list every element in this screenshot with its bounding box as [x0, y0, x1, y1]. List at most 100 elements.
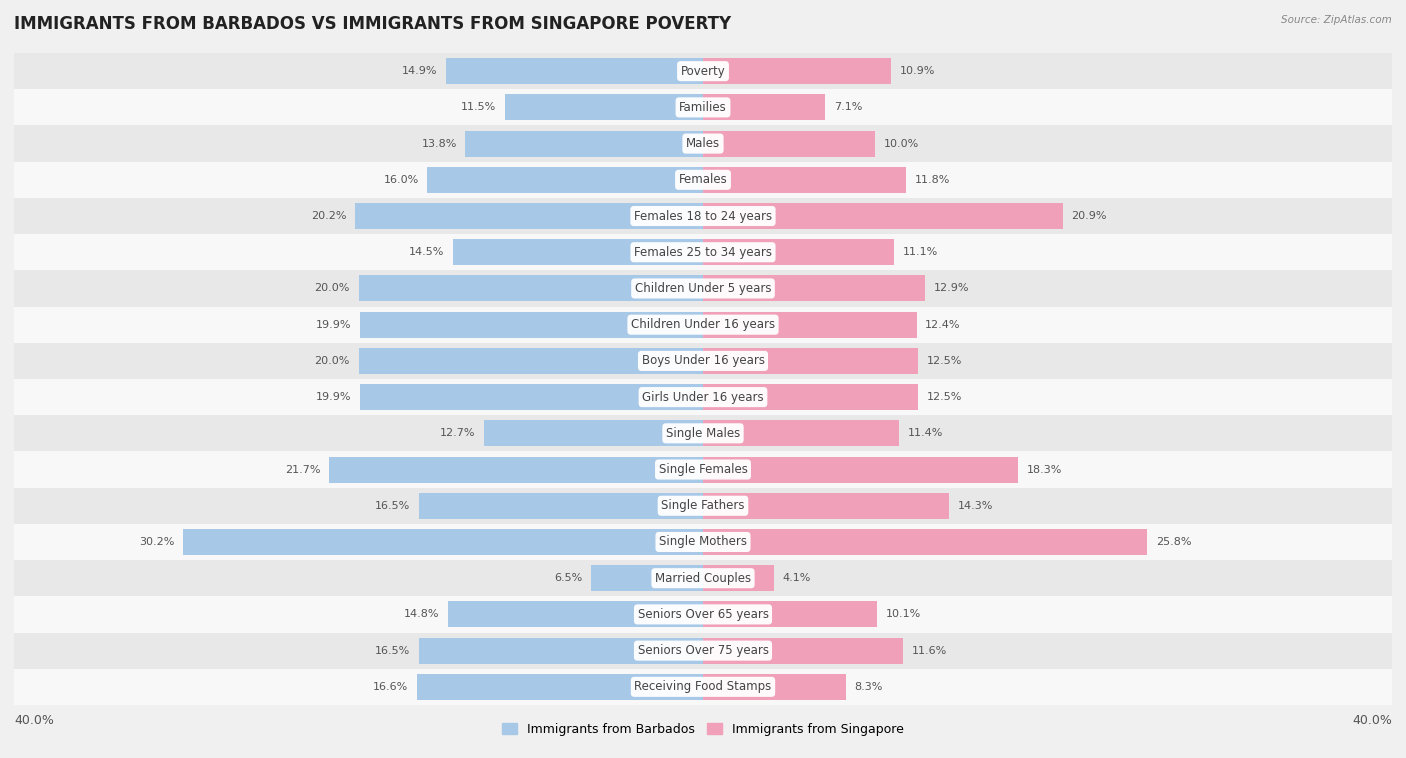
Text: Children Under 5 years: Children Under 5 years — [634, 282, 772, 295]
Text: 12.4%: 12.4% — [925, 320, 960, 330]
Bar — [14, 379, 1392, 415]
Text: 7.1%: 7.1% — [834, 102, 862, 112]
Text: Females 18 to 24 years: Females 18 to 24 years — [634, 209, 772, 223]
Text: 20.2%: 20.2% — [311, 211, 346, 221]
Bar — [14, 306, 1392, 343]
Text: Single Fathers: Single Fathers — [661, 500, 745, 512]
Bar — [453, 240, 703, 265]
Text: 20.0%: 20.0% — [315, 356, 350, 366]
Bar — [419, 637, 703, 664]
Text: Single Mothers: Single Mothers — [659, 535, 747, 549]
Bar — [14, 487, 1392, 524]
Text: 11.5%: 11.5% — [461, 102, 496, 112]
Text: Seniors Over 75 years: Seniors Over 75 years — [637, 644, 769, 657]
Text: Receiving Food Stamps: Receiving Food Stamps — [634, 681, 772, 694]
Text: 10.9%: 10.9% — [900, 66, 935, 76]
Text: 11.1%: 11.1% — [903, 247, 938, 257]
Text: Source: ZipAtlas.com: Source: ZipAtlas.com — [1281, 15, 1392, 25]
Text: 10.1%: 10.1% — [886, 609, 921, 619]
Bar — [703, 529, 1147, 555]
Text: 6.5%: 6.5% — [554, 573, 582, 583]
Bar — [359, 348, 703, 374]
Bar — [14, 452, 1392, 487]
Text: 14.5%: 14.5% — [409, 247, 444, 257]
Text: 20.0%: 20.0% — [315, 283, 350, 293]
Bar — [703, 456, 1018, 483]
Text: 12.5%: 12.5% — [927, 392, 962, 402]
Text: 12.9%: 12.9% — [934, 283, 969, 293]
Text: Males: Males — [686, 137, 720, 150]
Text: 14.8%: 14.8% — [404, 609, 440, 619]
Bar — [14, 234, 1392, 271]
Text: 8.3%: 8.3% — [855, 682, 883, 692]
Bar — [356, 203, 703, 229]
Text: 25.8%: 25.8% — [1156, 537, 1191, 547]
Text: Girls Under 16 years: Girls Under 16 years — [643, 390, 763, 403]
Bar — [703, 565, 773, 591]
Bar — [183, 529, 703, 555]
Bar — [703, 94, 825, 121]
Text: 4.1%: 4.1% — [782, 573, 811, 583]
Text: Married Couples: Married Couples — [655, 572, 751, 584]
Bar — [703, 312, 917, 338]
Text: 40.0%: 40.0% — [1353, 714, 1392, 727]
Bar — [360, 384, 703, 410]
Bar — [703, 348, 918, 374]
Text: 16.5%: 16.5% — [375, 646, 411, 656]
Bar — [703, 203, 1063, 229]
Text: 10.0%: 10.0% — [884, 139, 920, 149]
Bar — [14, 524, 1392, 560]
Text: Single Females: Single Females — [658, 463, 748, 476]
Text: 19.9%: 19.9% — [316, 320, 352, 330]
Bar — [14, 126, 1392, 161]
Text: Seniors Over 65 years: Seniors Over 65 years — [637, 608, 769, 621]
Bar — [703, 674, 846, 700]
Text: 20.9%: 20.9% — [1071, 211, 1107, 221]
Bar — [446, 58, 703, 84]
Bar — [703, 384, 918, 410]
Bar — [703, 275, 925, 302]
Text: Poverty: Poverty — [681, 64, 725, 77]
Bar — [14, 198, 1392, 234]
Text: Children Under 16 years: Children Under 16 years — [631, 318, 775, 331]
Text: 18.3%: 18.3% — [1026, 465, 1062, 475]
Text: 14.9%: 14.9% — [402, 66, 437, 76]
Text: 14.3%: 14.3% — [957, 501, 993, 511]
Bar — [703, 637, 903, 664]
Text: 21.7%: 21.7% — [285, 465, 321, 475]
Bar — [703, 167, 907, 193]
Bar — [14, 161, 1392, 198]
Bar — [14, 597, 1392, 632]
Text: Single Males: Single Males — [666, 427, 740, 440]
Bar — [14, 560, 1392, 597]
Text: 16.6%: 16.6% — [373, 682, 409, 692]
Text: 30.2%: 30.2% — [139, 537, 174, 547]
Text: 13.8%: 13.8% — [422, 139, 457, 149]
Bar — [418, 674, 703, 700]
Bar — [359, 275, 703, 302]
Text: Females: Females — [679, 174, 727, 186]
Bar — [14, 89, 1392, 126]
Text: Females 25 to 34 years: Females 25 to 34 years — [634, 246, 772, 258]
Text: Families: Families — [679, 101, 727, 114]
Bar — [449, 601, 703, 628]
Legend: Immigrants from Barbados, Immigrants from Singapore: Immigrants from Barbados, Immigrants fro… — [496, 718, 910, 741]
Bar — [484, 420, 703, 446]
Bar — [703, 493, 949, 518]
Bar — [427, 167, 703, 193]
Bar — [14, 343, 1392, 379]
Bar — [360, 312, 703, 338]
Bar — [14, 271, 1392, 306]
Bar — [703, 130, 875, 157]
Bar — [703, 240, 894, 265]
Text: 12.5%: 12.5% — [927, 356, 962, 366]
Bar — [14, 53, 1392, 89]
Text: 40.0%: 40.0% — [14, 714, 53, 727]
Text: 19.9%: 19.9% — [316, 392, 352, 402]
Text: Boys Under 16 years: Boys Under 16 years — [641, 355, 765, 368]
Bar — [14, 415, 1392, 452]
Text: 11.8%: 11.8% — [915, 175, 950, 185]
Bar — [591, 565, 703, 591]
Bar — [703, 420, 900, 446]
Bar — [14, 632, 1392, 669]
